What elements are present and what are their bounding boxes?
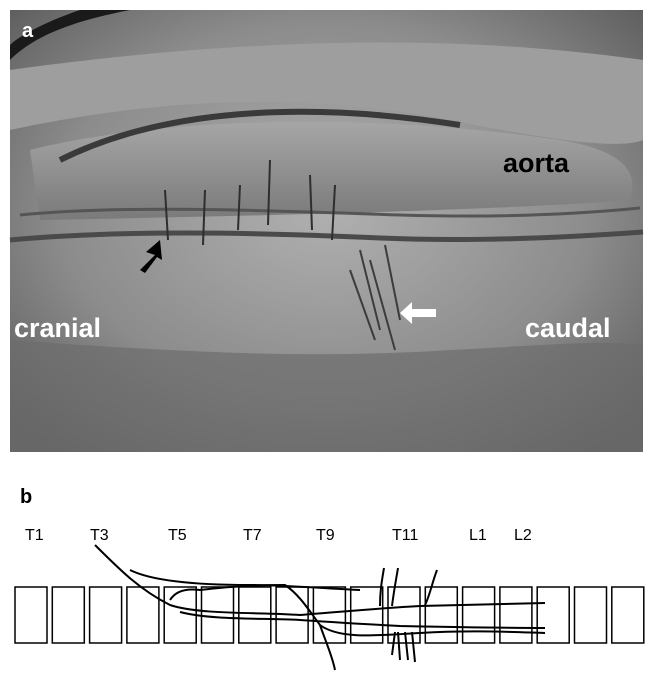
vertebra-box	[425, 587, 457, 643]
annotation: aorta	[503, 148, 570, 178]
vertebra-box	[575, 587, 607, 643]
vertebra-label: T1	[25, 527, 44, 544]
annotation: caudal	[525, 313, 611, 343]
figure-svg: a aorta cranial caudal b T1 T3 T5 T7 T9 T11 L1…	[0, 0, 654, 673]
vertebra-box	[537, 587, 569, 643]
vertebra-box	[612, 587, 644, 643]
vertebra-label: L2	[514, 527, 532, 544]
panel-label: b	[20, 486, 32, 508]
vertebra-box	[239, 587, 271, 643]
vertebra-label: T7	[243, 527, 262, 544]
vertebra-box	[15, 587, 47, 643]
vertebra-box	[90, 587, 122, 643]
vertebra-labels: T1 T3 T5 T7 T9 T11 L1 L2	[25, 527, 532, 544]
vertebra-label: L1	[469, 527, 487, 544]
nerve-trunk	[95, 545, 545, 670]
photo	[10, 10, 643, 452]
vertebra-box	[463, 587, 495, 643]
figure: a aorta cranial caudal b T1 T3 T5 T7 T9 T11 L1…	[0, 0, 654, 673]
vertebra-label: T3	[90, 527, 109, 544]
vertebra-box	[52, 587, 84, 643]
vertebra-box	[202, 587, 234, 643]
vertebra-label: T9	[316, 527, 335, 544]
vertebrae	[15, 587, 644, 643]
vertebra-box	[500, 587, 532, 643]
vertebra-box	[313, 587, 345, 643]
panel-label: a	[22, 20, 34, 42]
annotation: cranial	[14, 313, 101, 343]
vertebra-label: T5	[168, 527, 187, 544]
vertebra-label: T11	[392, 527, 418, 544]
